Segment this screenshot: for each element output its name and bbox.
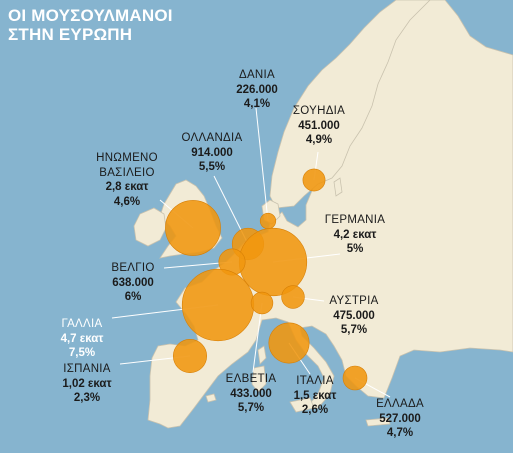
belgium-name: ΒΕΛΓΙΟ (111, 262, 155, 274)
germany-percent: 5% (346, 243, 364, 255)
belgium-value: 638.000 (112, 276, 154, 289)
label-sweden: ΣΟΥΗΔΙΑ 451.000 4,9% (286, 104, 352, 148)
greece-bubble (342, 365, 368, 391)
switzerland-bubble (250, 291, 274, 315)
uk-bubble (165, 200, 221, 256)
belgium-percent: 6% (124, 291, 142, 303)
label-switzerland: ΕΛΒΕΤΙΑ 433.000 5,7% (222, 372, 280, 416)
map-title-line-2: ΣΤΗΝ ΕΥΡΩΠΗ (8, 25, 133, 44)
austria-value: 475.000 (333, 309, 375, 322)
uk-name-line-2: ΒΑΣΙΛΕΙΟ (99, 166, 155, 179)
germany-name: ΓΕΡΜΑΝΙΑ (324, 214, 386, 226)
italy-value: 1,5 εκατ (293, 389, 337, 402)
label-denmark: ΔΑΝΙΑ 226.000 4,1% (232, 68, 282, 112)
switzerland-value: 433.000 (230, 387, 272, 400)
netherlands-name: ΟΛΛΑΝΔΙΑ (181, 132, 243, 144)
balearics (205, 393, 217, 403)
netherlands-value: 914.000 (191, 146, 233, 159)
austria-name: ΑΥΣΤΡΙΑ (329, 295, 379, 307)
label-belgium: ΒΕΛΓΙΟ 638.000 6% (105, 261, 161, 305)
switzerland-name: ΕΛΒΕΤΙΑ (225, 373, 277, 385)
spain-value: 1,02 εκατ (62, 377, 112, 390)
sweden-value: 451.000 (298, 119, 340, 132)
label-france: ΓΑΛΛΙΑ 4,7 εκατ 7,5% (52, 317, 112, 361)
uk-value: 2,8 εκατ (105, 181, 149, 193)
france-value: 4,7 εκατ (60, 332, 104, 345)
greece-name: ΕΛΛΑΔΑ (376, 398, 424, 410)
crete (365, 417, 391, 427)
austria-percent: 5,7% (340, 324, 368, 336)
greece-percent: 4,7% (386, 427, 414, 439)
uk-percent: 4,6% (113, 195, 141, 208)
label-italy: ΙΤΑΛΙΑ 1,5 εκατ 2,6% (286, 374, 344, 418)
gotland (333, 177, 343, 197)
label-spain: ΙΣΠΑΝΙΑ 1,02 εκατ 2,3% (52, 362, 122, 406)
france-percent: 7,5% (68, 347, 96, 359)
switzerland-leader-line (252, 302, 263, 373)
map-title: ΟΙ ΜΟΥΣΟΥΛΜΑΝΟΙ ΣΤΗΝ ΕΥΡΩΠΗ (8, 6, 173, 44)
spain-name: ΙΣΠΑΝΙΑ (63, 363, 111, 375)
spain-percent: 2,3% (73, 392, 101, 404)
denmark-percent: 4,1% (243, 98, 271, 110)
label-netherlands: ΟΛΛΑΝΔΙΑ 914.000 5,5% (178, 131, 246, 175)
spain-bubble (173, 338, 208, 373)
italy-name: ΙΤΑΛΙΑ (296, 375, 334, 387)
scandinavia (269, 0, 431, 209)
denmark-bubble (259, 212, 277, 230)
label-austria: ΑΥΣΤΡΙΑ 475.000 5,7% (324, 294, 384, 338)
italy-percent: 2,6% (301, 404, 329, 416)
sweden-bubble (302, 168, 326, 192)
bubbles-layer (111, 107, 391, 398)
france-bubble (181, 268, 255, 342)
france-name: ΓΑΛΛΙΑ (61, 318, 103, 330)
corsica (257, 345, 267, 365)
label-germany: ΓΕΡΜΑΝΙΑ 4,2 εκατ 5% (322, 213, 388, 257)
sweden-name: ΣΟΥΗΔΙΑ (292, 105, 346, 117)
label-uk: ΗΝΩΜΕΝΟ ΒΑΣΙΛΕΙΟ 2,8 εκατ 4,6% (92, 151, 162, 209)
sardinia (251, 365, 267, 393)
denmark-value: 226.000 (236, 83, 278, 96)
map-title-line-1: ΟΙ ΜΟΥΣΟΥΛΜΑΝΟΙ (8, 6, 173, 25)
switzerland-percent: 5,7% (237, 402, 265, 414)
sicily (289, 397, 315, 413)
italy-bubble (268, 322, 310, 364)
austria-bubble (281, 285, 305, 309)
germany-value: 4,2 εκατ (333, 228, 377, 241)
label-greece: ΕΛΛΑΔΑ 527.000 4,7% (370, 397, 430, 441)
greece-value: 527.000 (379, 412, 421, 425)
uk-name-line-1: ΗΝΩΜΕΝΟ (96, 152, 158, 164)
sweden-percent: 4,9% (305, 134, 333, 146)
germany-bubble (238, 227, 308, 297)
denmark-leader-line (255, 107, 269, 222)
ireland (133, 207, 167, 247)
denmark-name: ΔΑΝΙΑ (238, 69, 276, 81)
netherlands-percent: 5,5% (198, 161, 226, 173)
